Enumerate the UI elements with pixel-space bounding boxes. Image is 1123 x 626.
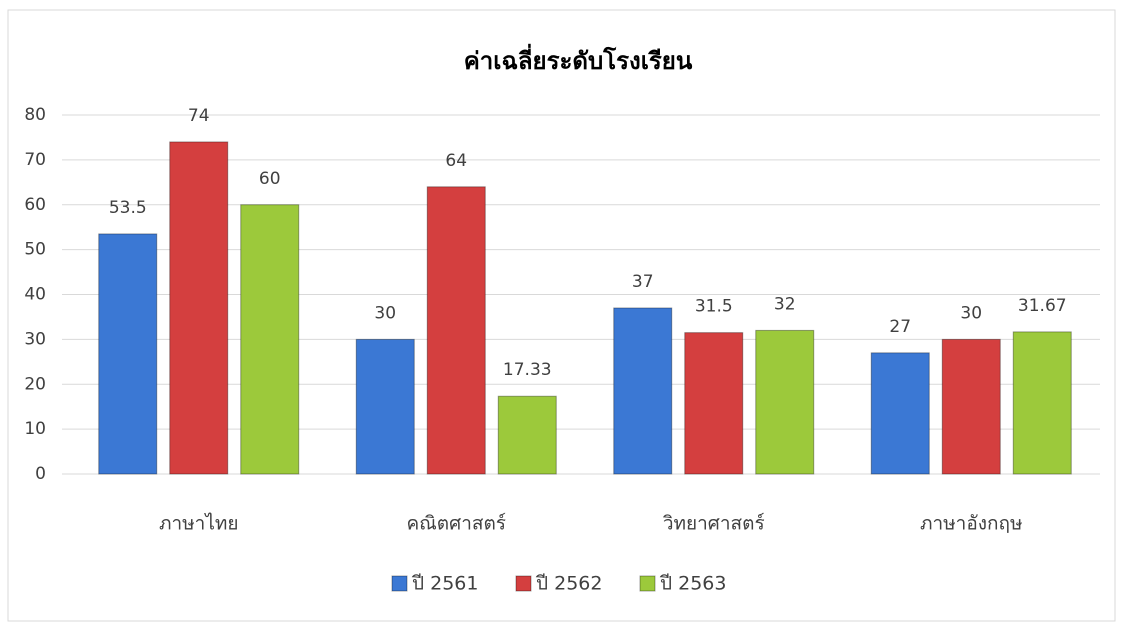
data-label: 74 [188,106,210,126]
legend-swatch [515,575,532,592]
data-label: 30 [960,303,982,323]
data-label: 37 [632,272,654,292]
y-tick-label: 70 [24,150,46,170]
legend-swatch [639,575,656,592]
y-tick-label: 80 [24,105,46,125]
data-label: 64 [445,151,467,171]
bar [684,332,744,475]
data-label: 32 [774,294,796,314]
y-tick-label: 10 [24,419,46,439]
x-tick-label: ภาษาไทย [159,513,239,535]
legend-label: ปี 2561 [411,573,478,595]
legend-label: ปี 2563 [659,573,726,595]
data-label: 30 [374,303,396,323]
data-label: 53.5 [109,198,147,218]
data-label: 17.33 [503,360,552,380]
data-label: 27 [889,317,911,337]
data-label: 60 [259,169,281,189]
bar [1012,331,1072,475]
bar [941,338,1001,475]
bar [426,186,486,475]
y-tick-label: 40 [24,285,46,305]
x-tick-label: คณิตศาสตร์ [406,513,506,535]
bar [169,141,229,475]
y-tick-label: 20 [24,374,46,394]
y-tick-label: 30 [24,329,46,349]
y-tick-label: 0 [35,464,46,484]
bar [240,204,300,475]
bar [497,395,557,475]
x-tick-label: ภาษาอังกฤษ [920,513,1023,535]
data-label: 31.67 [1018,296,1067,316]
legend-swatch [391,575,408,592]
bar [98,233,158,475]
bar [755,329,815,475]
y-tick-label: 60 [24,195,46,215]
data-label: 31.5 [695,297,733,317]
bar [355,338,415,475]
x-tick-label: วิทยาศาสตร์ [662,513,764,535]
bar [613,307,673,475]
chart-title: ค่าเฉลี่ยระดับโรงเรียน [464,43,693,75]
bar [870,352,930,475]
legend-label: ปี 2562 [535,573,602,595]
y-tick-label: 50 [24,240,46,260]
